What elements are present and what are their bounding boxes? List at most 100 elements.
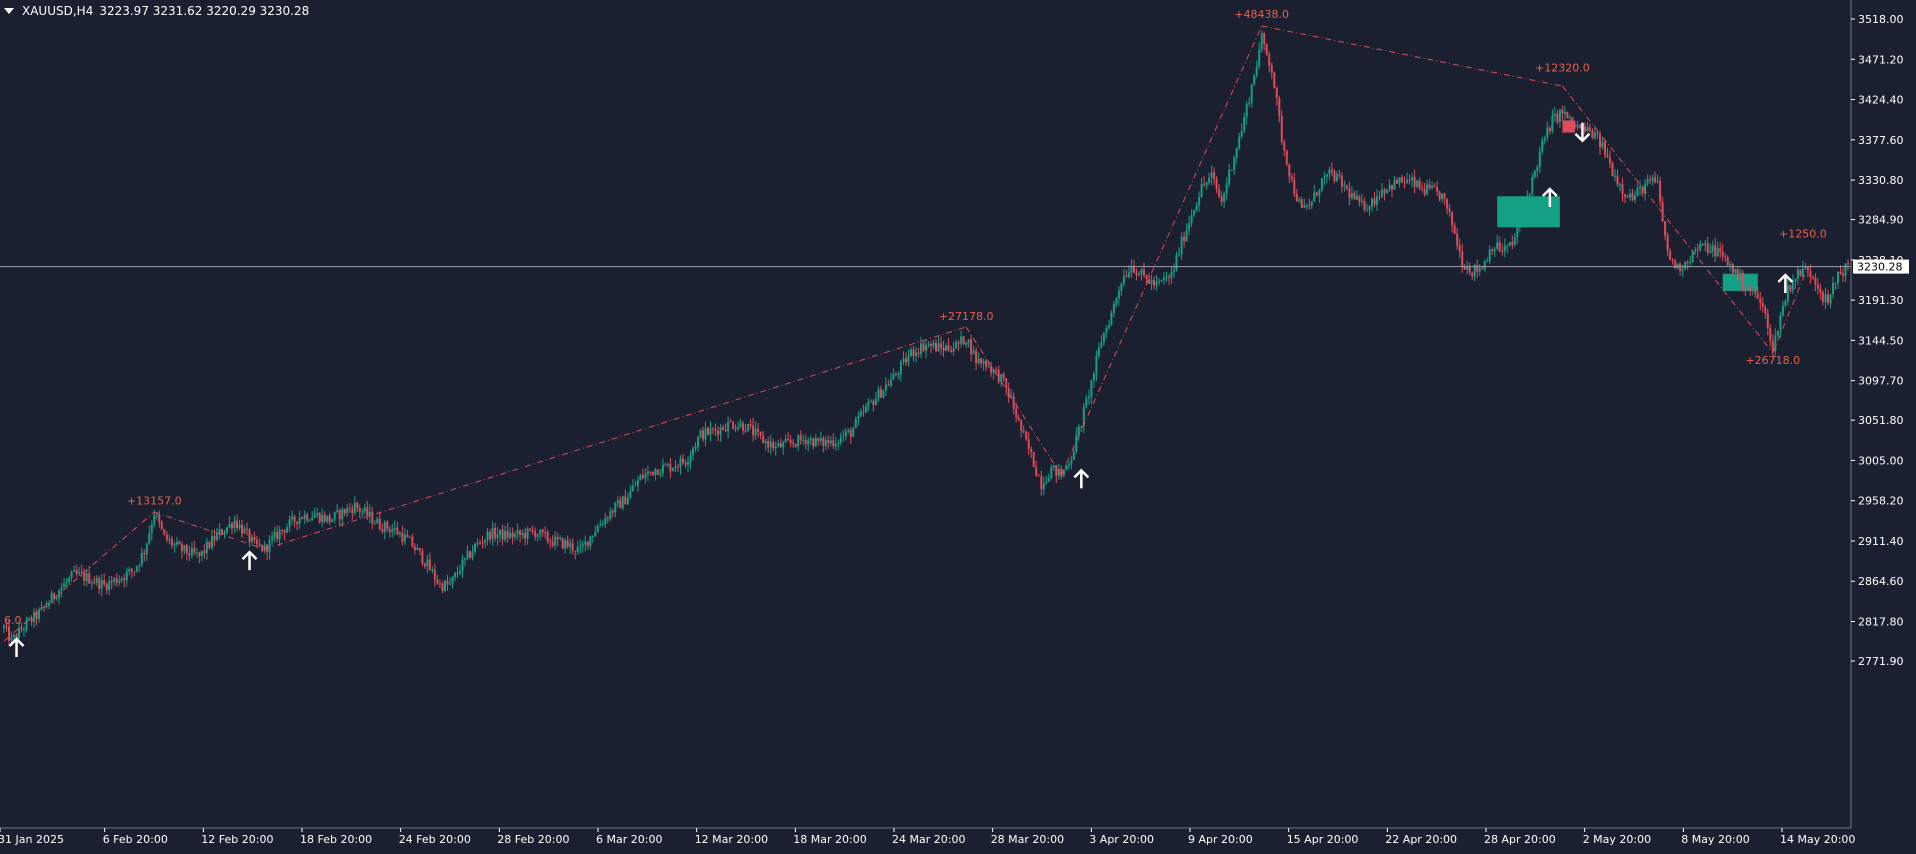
candle [454,572,456,582]
candle [323,511,326,524]
candle [722,424,725,431]
candle [1756,286,1759,300]
candle [925,339,927,359]
candle [120,576,123,583]
candle [604,512,607,529]
candle [1799,269,1802,277]
candle [1568,114,1571,122]
candle [168,534,171,545]
candle [942,340,945,357]
candle [814,434,817,447]
candle [1115,297,1118,308]
candle [714,423,717,437]
candle [935,339,937,353]
candle [962,335,965,345]
candle [1691,250,1694,264]
candle [1130,259,1133,279]
time-tick-label: 24 Mar 20:00 [892,833,965,846]
candle [899,359,902,382]
candle [1521,202,1524,218]
candle [672,467,674,472]
candle [1238,132,1241,151]
candle [1694,246,1697,255]
candle [774,441,777,456]
candle [561,537,564,550]
candle [651,471,654,476]
candle [1345,184,1348,191]
arrow-up-icon [1777,273,1794,294]
candle [616,496,619,508]
candle [1741,269,1744,292]
candle [789,435,792,448]
candle [1260,30,1263,53]
candle [1127,265,1130,279]
candle [975,347,978,371]
candle [717,426,719,442]
candle [1556,109,1559,125]
time-axis[interactable]: 31 Jan 2025 6 Feb 20:00 12 Feb 20:00 18 Feb… [0,828,1855,846]
candle [481,535,484,549]
time-tick-label: 2 May 20:00 [1583,833,1651,846]
candle [822,435,825,453]
candle [664,463,667,466]
candle [143,549,146,562]
arrow-up-icon [1541,187,1558,207]
candle [654,467,657,481]
candle [1501,243,1504,256]
candle [1791,274,1794,295]
candle [636,476,639,492]
candle [804,434,807,450]
candle [571,538,574,555]
candle [762,430,765,444]
candle [318,512,321,524]
candle [231,521,233,535]
candle [1686,260,1689,270]
candle [356,501,359,513]
candle [1551,109,1554,134]
price-tick-label: 3471.20 [1858,53,1904,66]
candle [1230,169,1233,172]
candle [1611,161,1614,177]
candle [649,471,652,476]
candle [403,528,406,546]
zigzag-layer [3,25,1809,642]
candle [1391,184,1393,197]
candle [599,519,602,527]
price-axis[interactable]: 3518.00 3471.20 3424.40 3377.60 3330.80 3284.… [1851,13,1904,668]
candle [1366,203,1368,212]
candle [1834,282,1837,290]
candle [579,539,582,554]
candle [702,426,704,442]
candle [383,520,386,540]
candle [1546,121,1549,141]
candle [1263,31,1266,51]
candle [198,551,201,564]
candle [950,345,953,353]
candle [1120,282,1123,297]
candle [1699,240,1702,253]
candle [1734,268,1737,277]
candle [824,436,827,450]
candle [867,398,870,412]
candle [293,514,296,528]
candle [1749,286,1752,296]
candle [1273,71,1276,89]
candle [170,535,173,549]
collapse-triangle-icon[interactable] [4,8,14,14]
price-tick-label: 2958.20 [1858,495,1904,508]
candle [113,577,116,587]
candle [1563,106,1566,121]
candle [1606,147,1609,158]
candle [1411,173,1414,188]
candle [687,456,689,472]
candle [957,340,960,351]
candle [624,489,627,505]
candle [556,532,559,547]
candle [1538,146,1541,174]
candle [656,469,659,476]
candle [742,421,745,435]
candle [1669,248,1672,261]
candle [78,567,81,576]
